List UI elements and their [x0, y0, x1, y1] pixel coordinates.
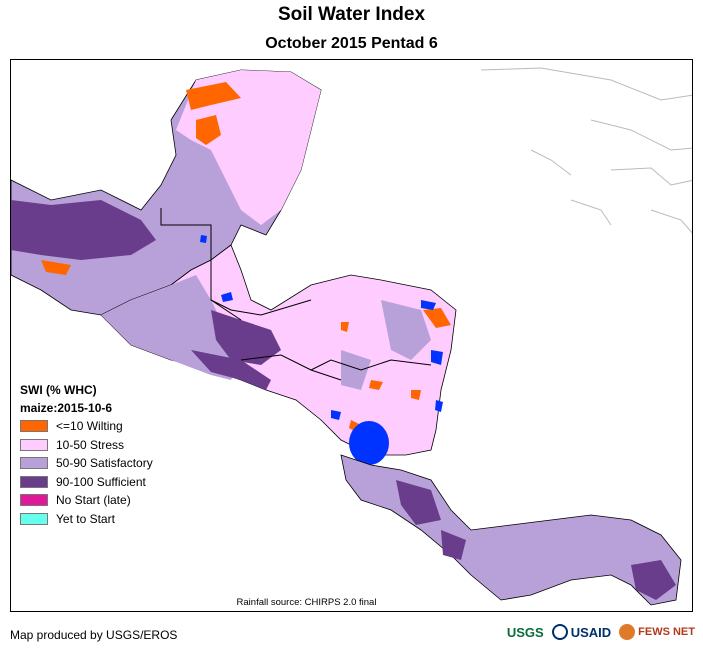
legend-item: Yet to Start	[20, 510, 200, 529]
logo-strip: USGS USAID FEWS NET	[507, 624, 695, 640]
usaid-logo-text: USAID	[570, 624, 612, 640]
central-america-south	[340, 454, 682, 606]
legend-swatch-stress	[20, 438, 48, 451]
rainfall-source: Rainfall source: CHIRPS 2.0 final	[236, 597, 377, 608]
legend-label: 90-100 Sufficient	[56, 474, 146, 489]
mexico-region	[11, 69, 322, 316]
legend-swatch-sufficient	[20, 475, 48, 488]
legend-item: No Start (late)	[20, 491, 200, 510]
fews-net-logo: FEWS NET	[619, 624, 695, 640]
map-area[interactable]	[10, 59, 693, 612]
lake-nicaragua	[349, 421, 389, 465]
legend-subtitle: maize:2015-10-6	[20, 401, 113, 415]
usgs-logo-text: USGS	[506, 624, 544, 640]
legend-title: SWI (% WHC)	[20, 383, 97, 397]
map-canvas	[11, 67, 692, 606]
water-bodies	[200, 235, 443, 420]
legend-item: 10-50 Stress	[20, 436, 200, 455]
map-title: Soil Water Index	[277, 4, 426, 25]
legend-swatch-yet-to-start	[20, 512, 48, 525]
usgs-logo: USGS	[507, 625, 544, 640]
legend-label: No Start (late)	[56, 493, 131, 508]
legend-item: 50-90 Satisfactory	[20, 454, 200, 473]
usaid-logo: USAID	[551, 624, 612, 640]
legend-swatch-satisfactory	[20, 457, 48, 470]
legend-label: Yet to Start	[56, 511, 115, 526]
legend: SWI (% WHC) maize:2015-10-6 <=10 Wilting…	[20, 381, 200, 528]
fews-logo-text: FEWS NET	[638, 626, 695, 638]
legend-swatch-no-start	[20, 494, 48, 507]
caribbean-islands	[480, 67, 692, 234]
legend-label: 50-90 Satisfactory	[56, 456, 153, 471]
fews-globe-icon	[619, 624, 636, 640]
legend-label: 10-50 Stress	[56, 437, 125, 452]
legend-label: <=10 Wilting	[56, 419, 123, 434]
legend-swatch-wilting	[20, 420, 48, 433]
map-subtitle: October 2015 Pentad 6	[265, 35, 438, 52]
usaid-seal-icon	[551, 624, 568, 640]
central-america-north	[100, 208, 457, 456]
footer-credit: Map produced by USGS/EROS	[10, 628, 178, 642]
legend-item: <=10 Wilting	[20, 417, 200, 436]
legend-item: 90-100 Sufficient	[20, 473, 200, 492]
